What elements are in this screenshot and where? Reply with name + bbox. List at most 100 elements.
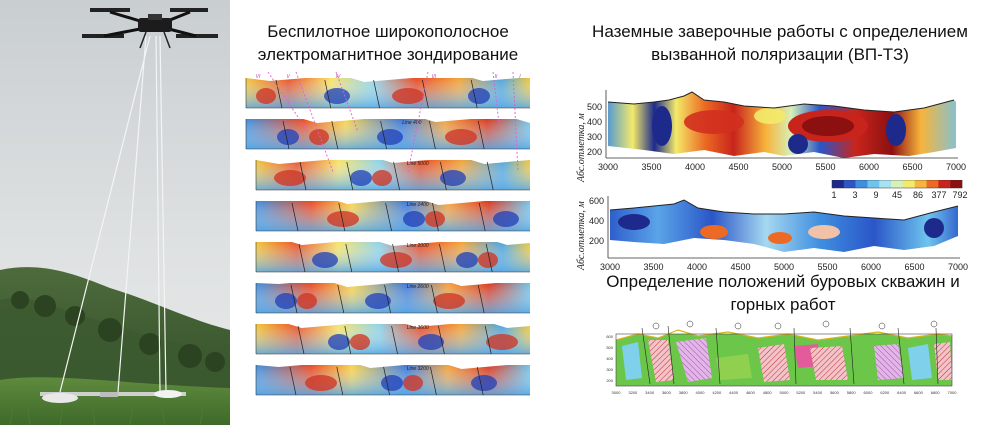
- aem-zone-label: III: [432, 74, 437, 80]
- drilling-caption: Определение положений буровых скважин и …: [588, 270, 978, 316]
- x-tick-label: 6200: [880, 390, 890, 395]
- aem-caption: Беспилотное широкополосное электромагнит…: [257, 22, 519, 64]
- x-tick-label: 5500: [817, 262, 837, 272]
- colorbar-tick-label: 86: [913, 190, 923, 200]
- towed-loop-icon: [40, 390, 186, 403]
- aem-line-label: Line 2600: [407, 284, 429, 290]
- x-tick-label: 3200: [628, 390, 638, 395]
- x-tick-label: 4200: [712, 390, 722, 395]
- x-tick-label: 4500: [730, 262, 750, 272]
- x-tick-label: 3400: [645, 390, 655, 395]
- x-tick-label: 3000: [598, 162, 618, 172]
- x-tick-label: 3000: [612, 390, 622, 395]
- x-tick-label: 4000: [685, 162, 705, 172]
- colorbar-tick-label: 792: [952, 190, 967, 200]
- colorbar-cell: [902, 180, 915, 188]
- x-tick-label: 7000: [948, 262, 968, 272]
- aem-line-label: Line 3200: [407, 366, 429, 372]
- x-tick-label: 5000: [772, 162, 792, 172]
- x-tick-label: 5000: [774, 262, 794, 272]
- colorbar-tick-label: 3: [852, 190, 857, 200]
- x-tick-label: 7000: [946, 162, 966, 172]
- y-tick-label: 500: [606, 345, 613, 350]
- x-tick-label: 5000: [780, 390, 790, 395]
- colorbar-tick-label: 377: [931, 190, 946, 200]
- ip-section-top: Абс.отметка, м 500 400 300 200 3000 3500 4000…: [574, 86, 970, 198]
- drone-icon: [82, 8, 218, 49]
- aem-line-label: Line 400: [402, 120, 421, 126]
- x-tick-label: 6000: [859, 162, 879, 172]
- aem-line-label: Line 3600: [407, 325, 429, 331]
- colorbar-cell: [867, 180, 880, 188]
- x-tick-label: 5400: [813, 390, 823, 395]
- aem-panel: Line 2600: [255, 277, 530, 314]
- ip-colorbar: 1 3 9 45 86 377 792: [828, 179, 968, 200]
- y-tick-label: 300: [587, 132, 602, 142]
- y-tick-label: 300: [606, 367, 613, 372]
- colorbar-tick-label: 45: [892, 190, 902, 200]
- colorbar-cell: [938, 180, 951, 188]
- x-tick-label: 5800: [847, 390, 857, 395]
- aem-line-label: Line 2000: [407, 243, 429, 249]
- geo-section: 600 500 400 300 200 3000 3200 3400 3600 3800 4000…: [598, 318, 970, 404]
- x-tick-label: 3000: [600, 262, 620, 272]
- aem-zone-label: VI: [256, 74, 261, 80]
- y-tick-label: 400: [589, 216, 604, 226]
- drone-photo: [0, 0, 230, 426]
- y-tick-label: 400: [606, 356, 613, 361]
- x-tick-label: 6400: [897, 390, 907, 395]
- ip-section-bottom: Абс.отметка, м 600 400 200 3000 3500 4000 450…: [574, 192, 970, 274]
- aem-line-label: Line 5000: [407, 161, 429, 167]
- aem-line-label: Line 1400: [407, 202, 429, 208]
- x-tick-label: 6000: [861, 262, 881, 272]
- x-tick-label: 5200: [796, 390, 806, 395]
- aem-panel: Line 5000: [255, 154, 530, 191]
- x-tick-label: 4600: [746, 390, 756, 395]
- ip-top-ylabel: Абс.отметка, м: [576, 113, 587, 183]
- colorbar-cell: [855, 180, 868, 188]
- colorbar-tick-label: 1: [831, 190, 836, 200]
- x-tick-label: 3800: [679, 390, 689, 395]
- aem-sections: Line 400 Line 5000 Line 1400 Line 2000 Line …: [238, 71, 536, 400]
- colorbar-cell: [832, 180, 845, 188]
- aem-panel: Line 3600: [255, 318, 530, 355]
- y-tick-label: 200: [587, 147, 602, 157]
- x-tick-label: 3600: [662, 390, 672, 395]
- x-tick-label: 7000: [948, 390, 958, 395]
- x-tick-label: 6500: [902, 162, 922, 172]
- colorbar-cell: [891, 180, 904, 188]
- x-tick-label: 6800: [931, 390, 941, 395]
- x-tick-label: 4000: [696, 390, 706, 395]
- y-tick-label: 600: [589, 196, 604, 206]
- ground-caption: Наземные заверочные работы с определение…: [592, 22, 968, 64]
- colorbar-cell: [843, 180, 856, 188]
- x-tick-label: 3500: [641, 162, 661, 172]
- aem-zone-label: I: [519, 74, 521, 80]
- y-tick-label: 500: [587, 102, 602, 112]
- aem-panel: Line 2000: [255, 236, 530, 273]
- colorbar-cell: [914, 180, 927, 188]
- x-tick-label: 6000: [864, 390, 874, 395]
- x-tick-label: 5600: [830, 390, 840, 395]
- aem-zone-label: V: [286, 74, 290, 80]
- aem-panel: Line 1400: [255, 195, 530, 232]
- x-tick-label: 4400: [729, 390, 739, 395]
- x-tick-label: 4800: [763, 390, 773, 395]
- x-tick-label: 4000: [687, 262, 707, 272]
- x-tick-label: 4500: [728, 162, 748, 172]
- y-tick-label: 600: [606, 334, 613, 339]
- colorbar-cell: [879, 180, 892, 188]
- colorbar-cell: [926, 180, 939, 188]
- y-tick-label: 200: [589, 236, 604, 246]
- y-tick-label: 400: [587, 117, 602, 127]
- ip-bottom-ylabel: Абс.отметка, м: [576, 201, 587, 271]
- aem-panel: [245, 72, 530, 109]
- aem-panel: Line 3200: [255, 359, 530, 396]
- y-tick-label: 200: [606, 378, 613, 383]
- colorbar-tick-label: 9: [873, 190, 878, 200]
- x-tick-label: 6600: [914, 390, 924, 395]
- aem-zone-label: II: [495, 74, 498, 80]
- aem-panel: Line 400: [245, 113, 530, 150]
- colorbar-cell: [950, 180, 963, 188]
- x-tick-label: 3500: [643, 262, 663, 272]
